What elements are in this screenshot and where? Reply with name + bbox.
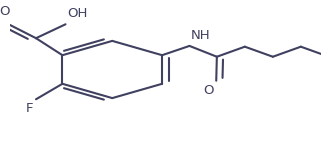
Text: NH: NH [191,29,211,42]
Text: OH: OH [67,7,88,20]
Text: O: O [0,5,10,18]
Text: F: F [25,102,33,115]
Text: O: O [203,84,214,97]
